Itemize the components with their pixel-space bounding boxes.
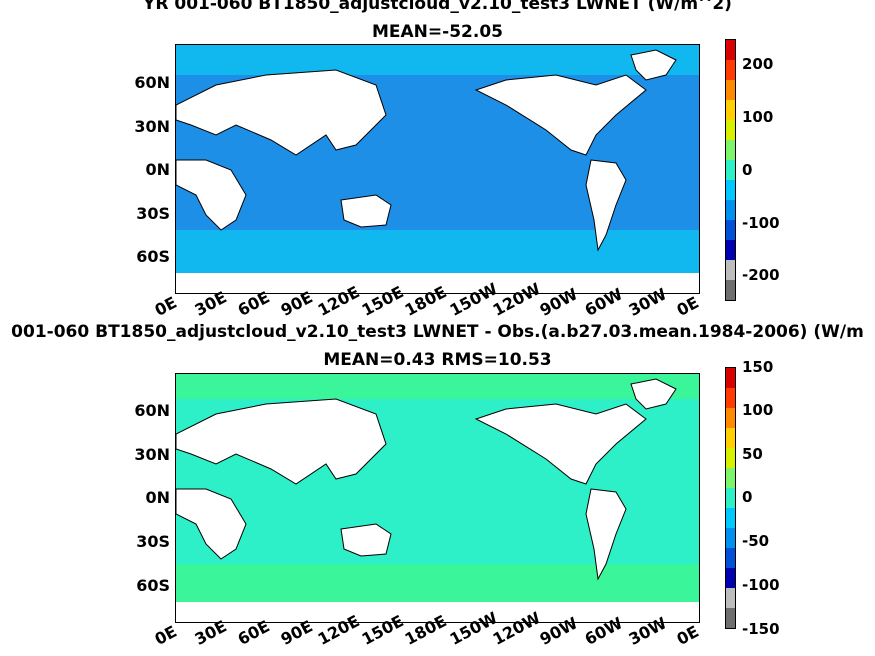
colorbar-label: 0: [742, 488, 753, 506]
colorbar-label: -150: [742, 620, 780, 638]
bottom-map-plot: [175, 373, 700, 623]
lat-label: 0N: [145, 160, 170, 179]
australia: [340, 523, 392, 557]
bottom-map-stats: MEAN=0.43 RMS=10.53: [323, 350, 552, 370]
polar-band-south: [176, 564, 699, 604]
top-map-plot: [175, 44, 700, 294]
lon-label: 0E: [673, 621, 702, 649]
colorbar-label: -100: [742, 214, 780, 232]
continents: [176, 378, 677, 581]
lat-label: 30S: [136, 532, 170, 551]
top-map-title: YR 001-060 BT1850_adjustcloud_v2.10_test…: [143, 0, 732, 14]
africa: [176, 488, 247, 560]
colorbar-label: 50: [742, 445, 763, 463]
top-map-svg: [176, 45, 699, 293]
colorbar-label: 100: [742, 401, 774, 419]
lat-label: 60N: [134, 73, 170, 92]
colorbar-label: 150: [742, 358, 774, 376]
lat-label: 30N: [134, 117, 170, 136]
colorbar-label: 200: [742, 55, 774, 73]
bottom-map-title: 001-060 BT1850_adjustcloud_v2.10_test3 L…: [11, 322, 864, 342]
lat-label: 0N: [145, 488, 170, 507]
eurasia: [176, 69, 387, 156]
lat-label: 60S: [136, 247, 170, 266]
eurasia: [176, 398, 387, 485]
lat-label: 30S: [136, 204, 170, 223]
continents: [176, 49, 677, 252]
polar-band-north: [176, 374, 699, 399]
lon-label: 0E: [151, 621, 180, 649]
lon-label: 0E: [151, 292, 180, 320]
antarctica: [176, 273, 699, 293]
greenland: [630, 378, 677, 410]
bottom-map-svg: [176, 374, 699, 622]
lat-label: 60S: [136, 576, 170, 595]
africa: [176, 159, 247, 231]
north-america: [474, 74, 647, 156]
polar-band-north: [176, 45, 699, 75]
south-america: [585, 159, 627, 252]
colorbar-label: -100: [742, 576, 780, 594]
colorbar-label: 0: [742, 161, 753, 179]
lat-label: 30N: [134, 445, 170, 464]
north-america: [474, 403, 647, 485]
top-map-mean: MEAN=-52.05: [372, 22, 503, 42]
lat-label: 60N: [134, 401, 170, 420]
greenland: [630, 49, 677, 81]
colorbar-label: -200: [742, 266, 780, 284]
bottom-colorbar: [725, 367, 736, 629]
antarctica: [176, 602, 699, 622]
colorbar-label: -50: [742, 532, 770, 550]
australia: [340, 194, 392, 228]
colorbar-label: 100: [742, 108, 774, 126]
top-colorbar: [725, 39, 736, 301]
lon-label: 0E: [673, 292, 702, 320]
polar-band-south: [176, 230, 699, 275]
south-america: [585, 488, 627, 581]
